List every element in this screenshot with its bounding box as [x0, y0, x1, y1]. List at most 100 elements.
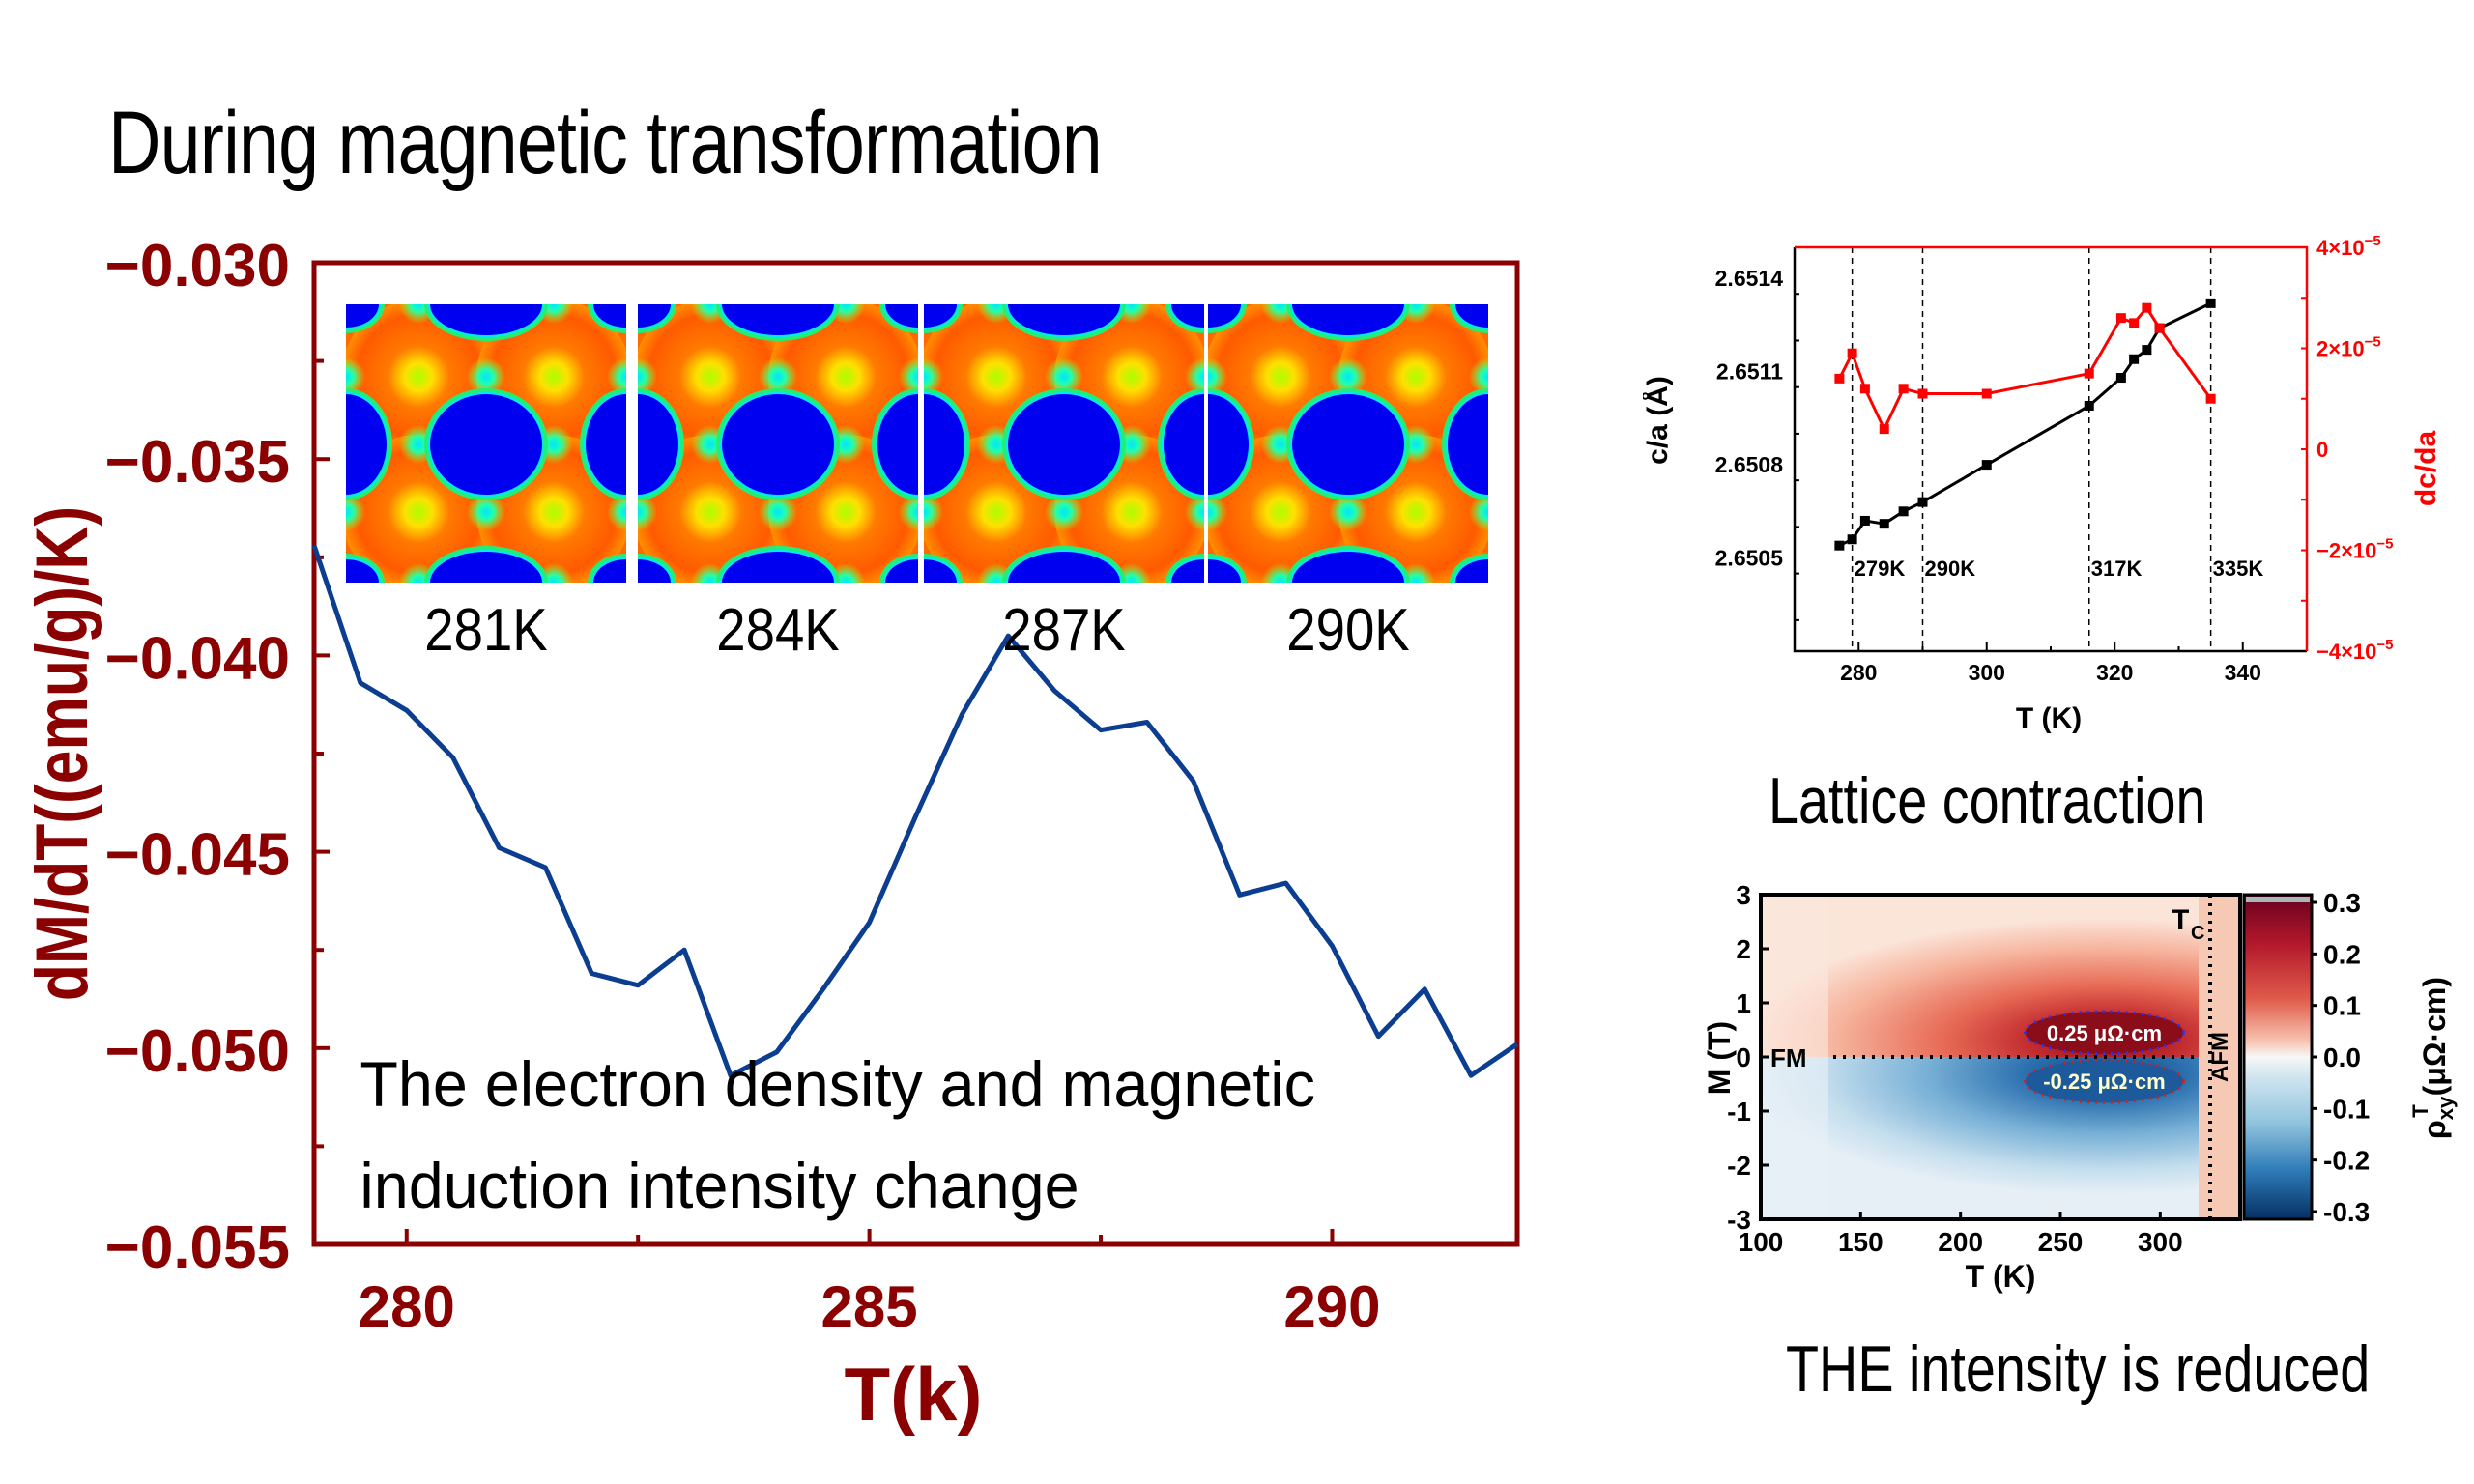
annotation-line-1: The electron density and magnetic [360, 1048, 1315, 1120]
y-tick-label-right: −2×10−5 [2316, 536, 2394, 563]
transition-temperature-label: 317K [2091, 556, 2143, 581]
y-tick-label-right: 2×10−5 [2316, 334, 2381, 361]
dcda-data-point [2129, 318, 2140, 328]
afm-label: AFM [2207, 1032, 2233, 1082]
dcda-data-point [2205, 393, 2216, 404]
y-tick-label: -1 [1727, 1097, 1751, 1127]
y-tick-label: 1 [1736, 988, 1751, 1018]
ca-data-point [2115, 373, 2126, 384]
right-top-axes [1795, 245, 2309, 651]
y-tick-label-left: 2.6508 [1715, 452, 1784, 477]
tc-label: T [2172, 904, 2189, 936]
ca-data-point [1981, 460, 1992, 471]
the-heatmap-chart: 100 150 200 250 300 3 2 1 0 -1 -2 -3 0.3 0.2 0.1 0.0 -0.… [1702, 880, 2458, 1294]
y-tick-label: −0.040 [105, 625, 290, 692]
x-tick-label: 300 [1969, 660, 2005, 685]
x-tick-label: 340 [2225, 660, 2261, 685]
y-tick-label: -2 [1727, 1151, 1751, 1181]
y-tick-label: −0.035 [105, 429, 290, 496]
ca-data-point [1847, 534, 1857, 545]
y-tick-label: 0 [1736, 1042, 1751, 1072]
y-tick-label-left: 2.6514 [1715, 266, 1784, 291]
dcda-data-point [1834, 373, 1845, 384]
dmdt-chart: −0.030 −0.035 −0.040 −0.045 −0.050 −0.055 280… [20, 233, 1520, 1437]
positive-peak-contour [2023, 1010, 2185, 1056]
negative-peak-label: -0.25 μΩ·cm [2043, 1070, 2165, 1094]
colorbar-tick-label: -0.3 [2323, 1197, 2370, 1227]
dcda-data-point [2154, 323, 2165, 333]
dcda-data-point [1847, 348, 1857, 358]
lattice-caption: Lattice contraction [1769, 764, 2206, 838]
x-tick-label: 280 [1840, 660, 1877, 685]
x-tick-label: 280 [359, 1274, 455, 1339]
tick-base: −4×10 [2316, 640, 2376, 664]
dcda-data-point [1879, 424, 1889, 435]
inset-temperature-label: 290K [1286, 597, 1409, 664]
ca-data-point [1859, 515, 1870, 526]
y-tick-label-right: −4×10−5 [2316, 637, 2394, 664]
x-tick-label: 300 [2138, 1227, 2183, 1257]
dmdt-line-series [311, 544, 1519, 1078]
y-axis-title-right: dc/da [2410, 431, 2442, 507]
tick-base: 4×10 [2316, 236, 2365, 260]
tick-exponent: −5 [2365, 334, 2381, 351]
electron-density-insets [346, 304, 1488, 583]
y-tick-label-right: 0 [2316, 438, 2328, 462]
x-tick-label: 250 [2038, 1227, 2084, 1257]
colorbar-tick-label: -0.2 [2323, 1146, 2370, 1176]
y-tick-label: 2 [1736, 934, 1751, 964]
positive-peak-label: 0.25 μΩ·cm [2047, 1021, 2162, 1045]
y-tick-label: −0.045 [105, 822, 290, 889]
colorbar-title-sup: T [2408, 1104, 2432, 1118]
electron-density-map [346, 304, 626, 583]
y-axis-title: dM/dT((emu/g)/K) [20, 506, 102, 1001]
afm-region [2199, 895, 2240, 1219]
tick-base: 2×10 [2316, 337, 2365, 361]
y-axis-title: M (T) [1702, 1021, 1737, 1095]
annotation-line-2: induction intensity change [360, 1150, 1079, 1221]
y-tick-label: −0.050 [105, 1018, 290, 1085]
negative-peak-contour [2023, 1058, 2185, 1104]
colorbar-title: ρxyT (μΩ·cm) [2408, 977, 2458, 1139]
y-tick-label-right: 4×10−5 [2316, 233, 2381, 260]
y-axis-title-left: c/a (Å) [1643, 376, 1674, 465]
the-caption: THE intensity is reduced [1786, 1332, 2371, 1406]
y-tick-label-left: 2.6511 [1716, 359, 1783, 385]
x-axis-title: T (K) [1966, 1259, 2036, 1294]
main-title: During magnetic transformation [108, 94, 1103, 192]
transition-temperature-label: 335K [2213, 556, 2264, 581]
colorbar-tick-label: 0.3 [2323, 888, 2361, 918]
colorbar-tick-label: 0.1 [2323, 991, 2361, 1021]
colorbar-tick-label: 0.2 [2323, 939, 2361, 969]
left-bottom-axes [1793, 247, 2307, 653]
tick-exponent: −5 [2365, 233, 2381, 249]
ca-data-point [2129, 354, 2140, 364]
ca-data-point [1898, 506, 1909, 517]
tick-exponent: −5 [2376, 637, 2393, 653]
fm-label: FM [1770, 1043, 1807, 1072]
ca-data-point [1917, 497, 1928, 507]
ca-data-point [2142, 345, 2152, 356]
inset-temperature-label: 281K [424, 597, 547, 664]
x-tick-label: 150 [1838, 1227, 1884, 1257]
x-tick-label: 200 [1938, 1227, 1983, 1257]
y-tick-label: −0.030 [105, 233, 290, 300]
x-axis-title: T (K) [2016, 702, 2082, 734]
colorbar [2242, 893, 2314, 1221]
ca-data-point [1834, 540, 1845, 551]
x-tick-label: 290 [1283, 1274, 1380, 1339]
colorbar-title-unit: (μΩ·cm) [2417, 977, 2452, 1104]
colorbar-title-sub: xy [2433, 1096, 2458, 1120]
ca-data-point [2084, 400, 2094, 411]
colorbar-tick-label: 0.0 [2323, 1042, 2361, 1072]
inset-temperature-label: 287K [1002, 597, 1125, 664]
transition-temperature-label: 279K [1855, 556, 1906, 581]
dcda-data-point [1898, 384, 1909, 394]
electron-density-map [638, 304, 918, 583]
dcda-data-point [2115, 313, 2126, 324]
electron-density-map [924, 304, 1204, 583]
tc-subscript: C [2191, 923, 2204, 944]
y-tick-label-left: 2.6505 [1715, 546, 1784, 571]
ca-data-point [2205, 298, 2216, 308]
dcda-data-point [2084, 368, 2094, 379]
